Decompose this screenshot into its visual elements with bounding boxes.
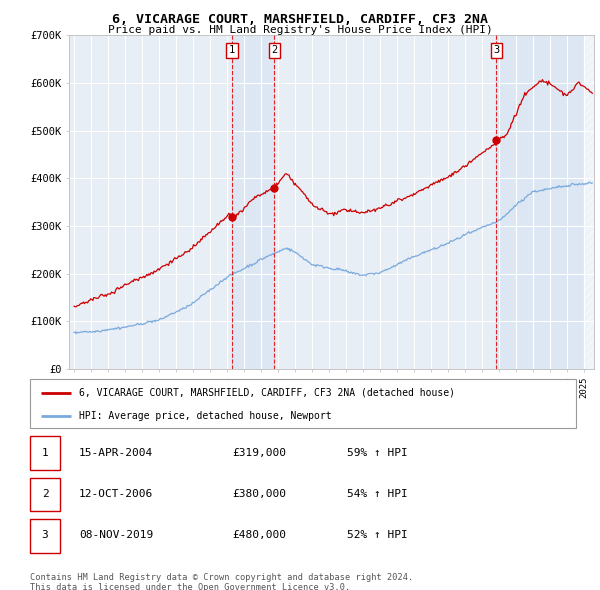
Bar [232,35,274,369]
Text: 2: 2 [41,489,49,499]
Text: 08-NOV-2019: 08-NOV-2019 [79,530,154,540]
Text: 54% ↑ HPI: 54% ↑ HPI [347,489,407,499]
Text: 12-OCT-2006: 12-OCT-2006 [79,489,154,499]
Text: £319,000: £319,000 [232,448,286,458]
Bar [30,478,60,512]
Text: This data is licensed under the Open Government Licence v3.0.: This data is licensed under the Open Gov… [30,583,350,590]
Text: HPI: Average price, detached house, Newport: HPI: Average price, detached house, Newp… [79,411,332,421]
Text: £480,000: £480,000 [232,530,286,540]
Text: 6, VICARAGE COURT, MARSHFIELD, CARDIFF, CF3 2NA: 6, VICARAGE COURT, MARSHFIELD, CARDIFF, … [112,13,488,26]
Text: 52% ↑ HPI: 52% ↑ HPI [347,530,407,540]
Bar [30,519,60,553]
Text: Contains HM Land Registry data © Crown copyright and database right 2024.: Contains HM Land Registry data © Crown c… [30,573,413,582]
Text: 2: 2 [271,45,278,55]
Text: £380,000: £380,000 [232,489,286,499]
Bar [30,437,60,470]
Text: Price paid vs. HM Land Registry's House Price Index (HPI): Price paid vs. HM Land Registry's House … [107,25,493,35]
Bar [496,35,594,369]
Text: 15-APR-2004: 15-APR-2004 [79,448,154,458]
Text: 6, VICARAGE COURT, MARSHFIELD, CARDIFF, CF3 2NA (detached house): 6, VICARAGE COURT, MARSHFIELD, CARDIFF, … [79,388,455,398]
Text: 59% ↑ HPI: 59% ↑ HPI [347,448,407,458]
Bar [584,35,594,369]
Text: 1: 1 [229,45,235,55]
Text: 3: 3 [493,45,500,55]
Text: 1: 1 [41,448,49,458]
Text: 3: 3 [41,530,49,540]
